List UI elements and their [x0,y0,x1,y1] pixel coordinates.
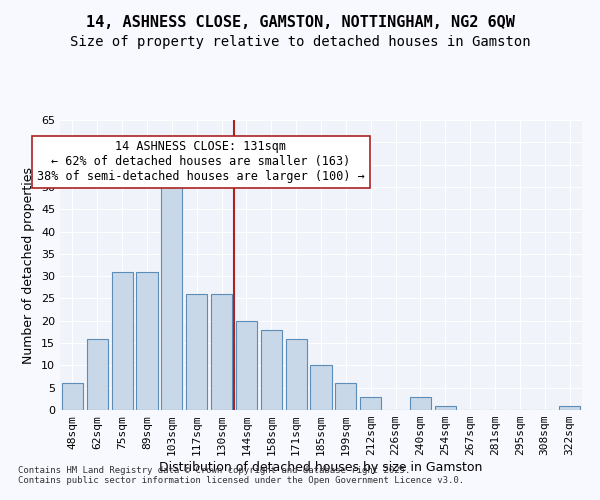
Bar [435,406,456,410]
Text: 14, ASHNESS CLOSE, GAMSTON, NOTTINGHAM, NG2 6QW: 14, ASHNESS CLOSE, GAMSTON, NOTTINGHAM, … [86,15,514,30]
X-axis label: Distribution of detached houses by size in Gamston: Distribution of detached houses by size … [160,461,482,474]
Bar [559,406,580,410]
Bar [286,338,307,410]
Bar [112,272,133,410]
Text: 14 ASHNESS CLOSE: 131sqm
← 62% of detached houses are smaller (163)
38% of semi-: 14 ASHNESS CLOSE: 131sqm ← 62% of detach… [37,140,365,184]
Bar [236,321,257,410]
Bar [261,330,282,410]
Bar [186,294,207,410]
Text: Size of property relative to detached houses in Gamston: Size of property relative to detached ho… [70,35,530,49]
Bar [335,383,356,410]
Text: Contains HM Land Registry data © Crown copyright and database right 2025.
Contai: Contains HM Land Registry data © Crown c… [18,466,464,485]
Bar [360,396,381,410]
Bar [136,272,158,410]
Bar [87,338,108,410]
Bar [310,366,332,410]
Bar [62,383,83,410]
Bar [410,396,431,410]
Bar [211,294,232,410]
Bar [161,178,182,410]
Y-axis label: Number of detached properties: Number of detached properties [22,166,35,364]
